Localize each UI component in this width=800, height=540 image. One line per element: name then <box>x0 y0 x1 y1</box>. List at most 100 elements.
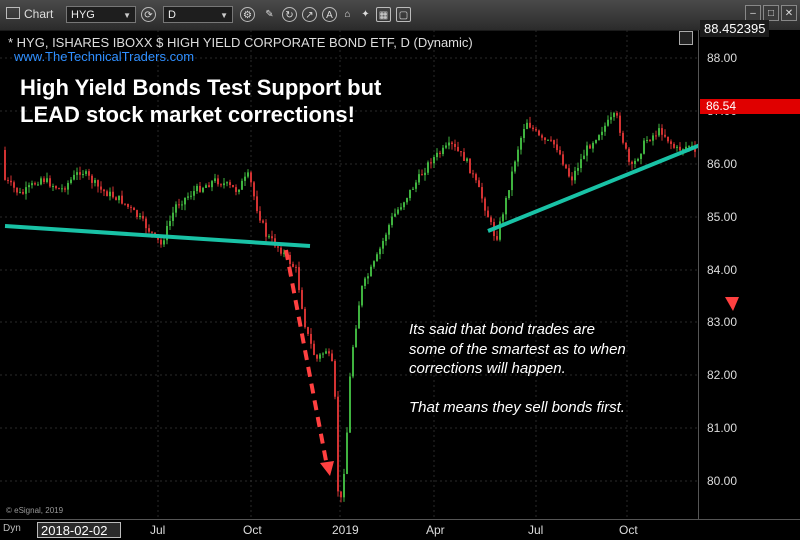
candle-body <box>169 220 171 226</box>
twitter-icon[interactable]: ✦ <box>361 9 370 20</box>
candle-body <box>202 187 204 192</box>
candle-body <box>10 180 12 183</box>
chevron-down-icon[interactable]: ▼ <box>123 11 131 20</box>
candle-body <box>511 171 513 191</box>
maximize-button[interactable]: □ <box>763 5 779 21</box>
start-date-field[interactable]: 2018-02-02 <box>37 522 121 538</box>
chevron-down-icon[interactable]: ▼ <box>220 11 228 20</box>
time-tick-label: Oct <box>619 523 638 537</box>
candle-body <box>112 191 114 198</box>
time-tick-label: Jul <box>528 523 544 537</box>
candle-body <box>547 139 549 141</box>
pencil-icon[interactable]: ✎ <box>265 9 274 20</box>
candle-body <box>544 137 546 141</box>
candle-body <box>457 146 459 152</box>
candle-body <box>280 247 282 254</box>
price-tick-label: 84.00 <box>707 263 738 277</box>
candle-body <box>634 160 636 165</box>
minimize-button[interactable]: – <box>745 5 761 21</box>
candle-body <box>73 174 75 180</box>
grid-icon[interactable]: ▦ <box>376 7 391 22</box>
candle-body <box>334 361 336 397</box>
chart-properties-icon[interactable] <box>679 31 693 45</box>
candle-body <box>427 162 429 173</box>
settings-icon[interactable]: ⚙ <box>240 7 255 22</box>
website-label: www.TheTechnicalTraders.com <box>14 49 195 64</box>
candle-body <box>481 187 483 199</box>
candle-body <box>454 143 456 147</box>
candle-body <box>541 135 543 138</box>
candle-body <box>652 135 654 141</box>
candle-body <box>352 347 354 377</box>
support-line-2018 <box>4 224 311 248</box>
candle-body <box>478 180 480 188</box>
candle-body <box>136 210 138 217</box>
candle-body <box>466 158 468 161</box>
interval-select[interactable]: D ▼ <box>163 6 233 23</box>
candle-body <box>310 333 312 344</box>
candle-body <box>622 132 624 143</box>
candle-body <box>235 187 237 192</box>
candle-body <box>364 278 366 286</box>
candle-body <box>106 191 108 197</box>
candle-body <box>658 128 660 136</box>
candle-body <box>394 213 396 217</box>
dynamic-label: Dyn <box>3 523 21 534</box>
candle-body <box>367 276 369 279</box>
candle-body <box>532 127 534 130</box>
refresh-icon[interactable]: ⟳ <box>141 7 156 22</box>
candle-body <box>160 239 162 245</box>
symbol-value: HYG <box>71 9 95 21</box>
candle-body <box>619 115 621 133</box>
candle-body <box>247 172 249 177</box>
arrow-head-2019 <box>725 297 739 311</box>
candle-body <box>196 185 198 192</box>
candle-body <box>49 178 51 187</box>
price-tick-label: 83.00 <box>707 315 738 329</box>
cursor-icon[interactable]: ↗ <box>302 7 317 22</box>
candle-body <box>346 432 348 474</box>
current-price-tag: 86.54 <box>700 99 800 114</box>
candle-body <box>205 185 207 188</box>
candle-body <box>670 141 672 144</box>
headline-line-2: LEAD stock market corrections! <box>20 102 355 127</box>
candle-body <box>391 216 393 226</box>
redo-icon[interactable]: ↻ <box>282 7 297 22</box>
candle-body <box>265 222 267 237</box>
candle-body <box>121 195 123 204</box>
alert-icon[interactable]: A <box>322 7 337 22</box>
candle-body <box>226 182 228 184</box>
candle-body <box>34 183 36 185</box>
candle-body <box>76 172 78 175</box>
candle-body <box>67 182 69 190</box>
candle-body <box>676 146 678 148</box>
candle-body <box>82 173 84 175</box>
candle-body <box>220 184 222 186</box>
candle-body <box>451 142 453 144</box>
candle-body <box>565 164 567 169</box>
candle-body <box>475 174 477 181</box>
candle-body <box>679 146 681 151</box>
candle-body <box>412 188 414 190</box>
candle-body <box>88 171 90 176</box>
candle-body <box>661 128 663 135</box>
chart-icon <box>6 7 20 19</box>
candle-body <box>388 225 390 235</box>
candle-body <box>193 191 195 196</box>
candle-body <box>268 236 270 238</box>
price-chart[interactable] <box>0 30 698 519</box>
candle-body <box>520 137 522 150</box>
candle-body <box>184 197 186 205</box>
price-tick-label: 85.00 <box>707 210 738 224</box>
symbol-input[interactable]: HYG ▼ <box>66 6 136 23</box>
candle-body <box>211 181 213 188</box>
expand-icon[interactable]: ▢ <box>396 7 411 22</box>
candle-body <box>484 198 486 211</box>
candle-body <box>109 191 111 197</box>
candle-body <box>64 188 66 190</box>
candle-body <box>655 135 657 137</box>
interval-value: D <box>168 9 176 21</box>
close-button[interactable]: ✕ <box>781 5 797 21</box>
candle-body <box>562 154 564 165</box>
tag-icon[interactable]: ⌂ <box>344 9 351 20</box>
